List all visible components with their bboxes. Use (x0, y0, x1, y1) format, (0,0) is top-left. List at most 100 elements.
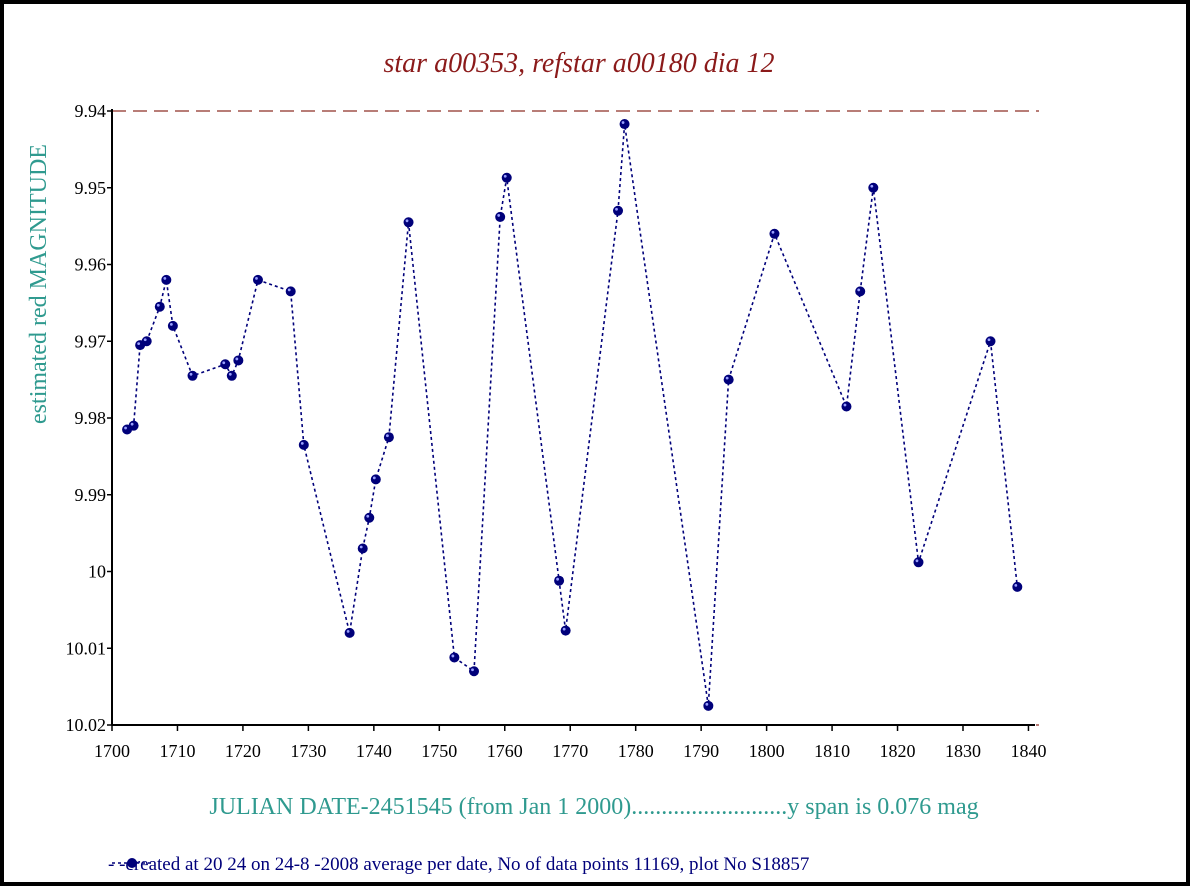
chart-title: star a00353, refstar a00180 dia 12 (384, 48, 775, 79)
x-tick-label-0: 1700 (94, 741, 130, 761)
axes (111, 109, 1035, 726)
data-point-highlight-21 (471, 668, 474, 672)
y-tick-label-5: 9.99 (75, 485, 107, 505)
y-tick-label-3: 9.97 (75, 331, 107, 351)
legend-marker (112, 858, 152, 868)
footer-note: - -created at 20 24 on 24-8 -2008 averag… (108, 854, 809, 875)
x-tick-labels: 1700 1710 1720 1730 1740 1750 1760 1770 1780 1790… (94, 725, 1046, 761)
data-point-36 (1012, 581, 1023, 592)
data-point-highlight-26 (615, 207, 618, 211)
data-point-highlight-4 (156, 303, 160, 307)
data-point-highlight-34 (915, 559, 919, 563)
data-point-4 (154, 301, 165, 312)
data-point-highlight-23 (503, 174, 507, 178)
data-point-33 (868, 182, 879, 193)
data-point-31 (841, 401, 852, 412)
x-tick-label-5: 1750 (421, 741, 457, 761)
x-tick-label-12: 1820 (880, 741, 916, 761)
chart: star a00353, refstar a00180 dia 12 estim… (26, 48, 1046, 875)
data-point-highlight-19 (405, 219, 409, 223)
data-point-29 (723, 374, 734, 385)
data-point-highlight-18 (386, 434, 389, 438)
data-point-3 (141, 336, 152, 347)
data-point-highlight-2 (137, 342, 141, 345)
data-point-19 (403, 217, 414, 228)
legend-marker-dot (127, 858, 137, 868)
data-point-highlight-13 (300, 441, 304, 445)
y-tick-label-6: 10 (88, 562, 106, 582)
y-tick-labels: 9.94 9.95 9.96 9.97 9.98 9.99 10 10.01 10.02 (66, 101, 112, 735)
data-point-26 (613, 205, 624, 216)
data-point-highlight-22 (497, 214, 501, 217)
data-point-highlight-31 (843, 403, 847, 407)
y-tick-label-0: 9.94 (75, 101, 107, 121)
data-point-highlight-29 (725, 376, 729, 380)
data-point-28 (703, 700, 714, 711)
data-point-highlight-7 (189, 372, 193, 376)
data-point-10 (233, 355, 244, 366)
data-point-highlight-8 (222, 361, 226, 365)
data-point-7 (187, 370, 198, 381)
data-point-highlight-32 (857, 288, 861, 292)
data-point-12 (285, 286, 296, 297)
series-line (126, 123, 1019, 706)
data-point-highlight-3 (143, 338, 147, 342)
data-point-highlight-35 (987, 338, 991, 342)
data-point-highlight-24 (556, 577, 559, 581)
data-point-8 (220, 359, 231, 370)
data-point-highlight-9 (228, 372, 232, 376)
data-point-highlight-17 (372, 476, 376, 480)
x-tick-label-11: 1810 (814, 741, 850, 761)
x-tick-label-3: 1730 (290, 741, 326, 761)
data-point-17 (370, 474, 381, 485)
y-axis-label: estimated red MAGNITUDE (26, 144, 52, 424)
data-point-16 (364, 512, 375, 523)
y-tick-label-4: 9.98 (75, 408, 107, 428)
x-axis-label: JULIAN DATE-2451545 (from Jan 1 2000)...… (209, 794, 978, 820)
data-point-highlight-27 (621, 121, 625, 124)
data-point-14 (344, 627, 355, 638)
data-point-22 (495, 211, 506, 222)
x-tick-label-7: 1770 (552, 741, 588, 761)
x-tick-label-10: 1800 (749, 741, 785, 761)
data-point-highlight-20 (451, 654, 455, 658)
data-point-highlight-14 (346, 630, 350, 633)
data-point-highlight-10 (235, 357, 239, 361)
data-point-5 (161, 274, 172, 285)
data-point-18 (383, 432, 394, 443)
y-tick-label-2: 9.96 (75, 255, 107, 275)
data-point-highlight-30 (771, 230, 775, 234)
y-tick-label-1: 9.95 (75, 178, 107, 198)
data-point-32 (855, 286, 866, 297)
x-tick-label-2: 1720 (225, 741, 261, 761)
data-point-highlight-0 (124, 426, 127, 430)
data-point-21 (468, 666, 479, 677)
x-tick-label-14: 1840 (1010, 741, 1046, 761)
x-tick-label-1: 1710 (159, 741, 195, 761)
data-point-highlight-16 (366, 514, 370, 518)
data-point-highlight-28 (705, 702, 709, 706)
x-tick-label-8: 1780 (618, 741, 654, 761)
data-point-highlight-36 (1014, 583, 1018, 587)
data-point-24 (554, 575, 565, 586)
data-point-15 (357, 543, 368, 554)
x-tick-label-4: 1740 (356, 741, 392, 761)
data-point-9 (226, 370, 237, 381)
data-point-1 (128, 420, 139, 431)
data-point-34 (913, 557, 924, 568)
data-point-11 (252, 274, 263, 285)
data-point-23 (501, 172, 512, 183)
data-point-highlight-12 (287, 288, 291, 292)
data-point-20 (449, 652, 460, 663)
reference-lines (112, 110, 1039, 726)
data-points (122, 119, 1023, 711)
data-point-highlight-25 (562, 627, 566, 631)
y-tick-label-8: 10.02 (66, 715, 107, 735)
data-point-highlight-6 (169, 323, 173, 326)
data-point-27 (619, 119, 630, 130)
data-point-25 (560, 625, 571, 636)
data-point-highlight-33 (870, 184, 874, 188)
x-tick-label-9: 1790 (683, 741, 719, 761)
data-point-highlight-15 (359, 545, 363, 549)
